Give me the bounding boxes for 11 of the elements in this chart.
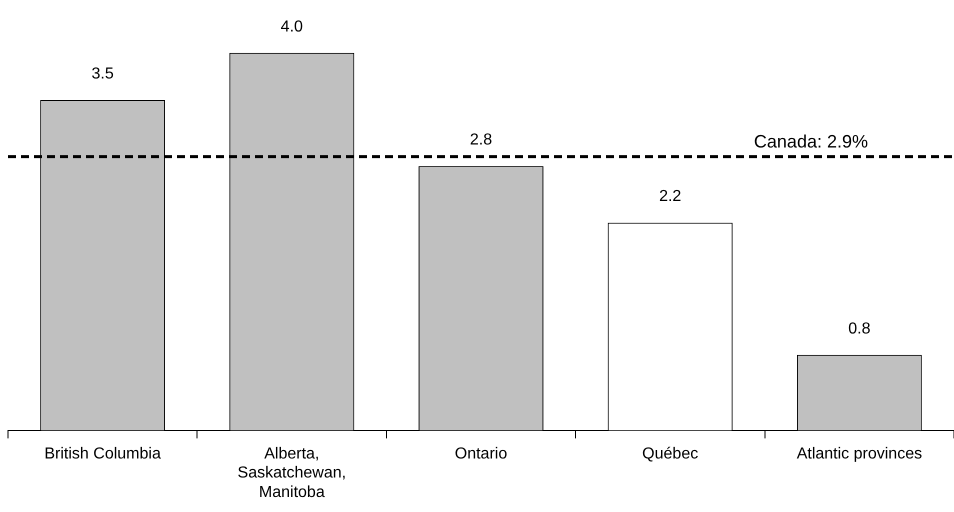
data-label: 2.2: [659, 188, 682, 206]
x-tick-label: Québec: [642, 445, 698, 462]
ref-line-label: Canada: 2.9%: [754, 132, 868, 152]
data-label: 0.8: [848, 320, 871, 338]
x-tick-label: British Columbia: [44, 445, 161, 462]
data-label: 2.8: [470, 132, 492, 149]
x-tick-label: Atlantic provinces: [796, 445, 922, 462]
x-tick-label: Alberta, Saskatchewan, Manitoba: [238, 445, 346, 501]
data-label: 4.0: [280, 18, 304, 36]
data-label: 3.5: [91, 65, 114, 82]
x-tick-label: Ontario: [454, 445, 508, 462]
